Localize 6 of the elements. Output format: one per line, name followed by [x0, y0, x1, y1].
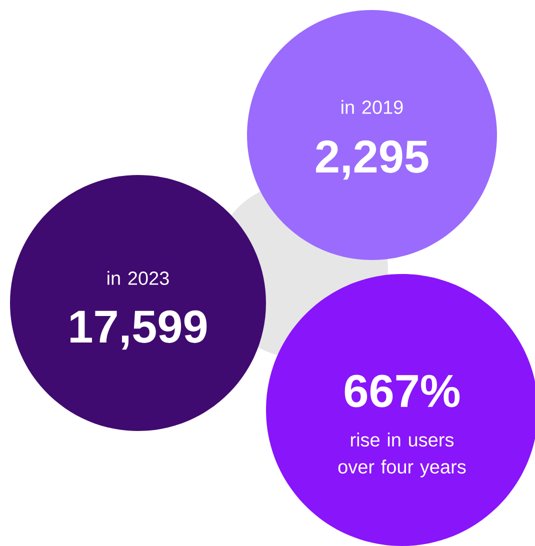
category-label: in 2019: [342, 100, 403, 114]
data-label: 667%: [344, 374, 460, 408]
data-label: 17,599: [70, 310, 207, 350]
category-label: in 2023: [108, 271, 169, 285]
data-label: 2,295: [316, 140, 428, 180]
category-label: rise in users over four years: [338, 432, 466, 478]
